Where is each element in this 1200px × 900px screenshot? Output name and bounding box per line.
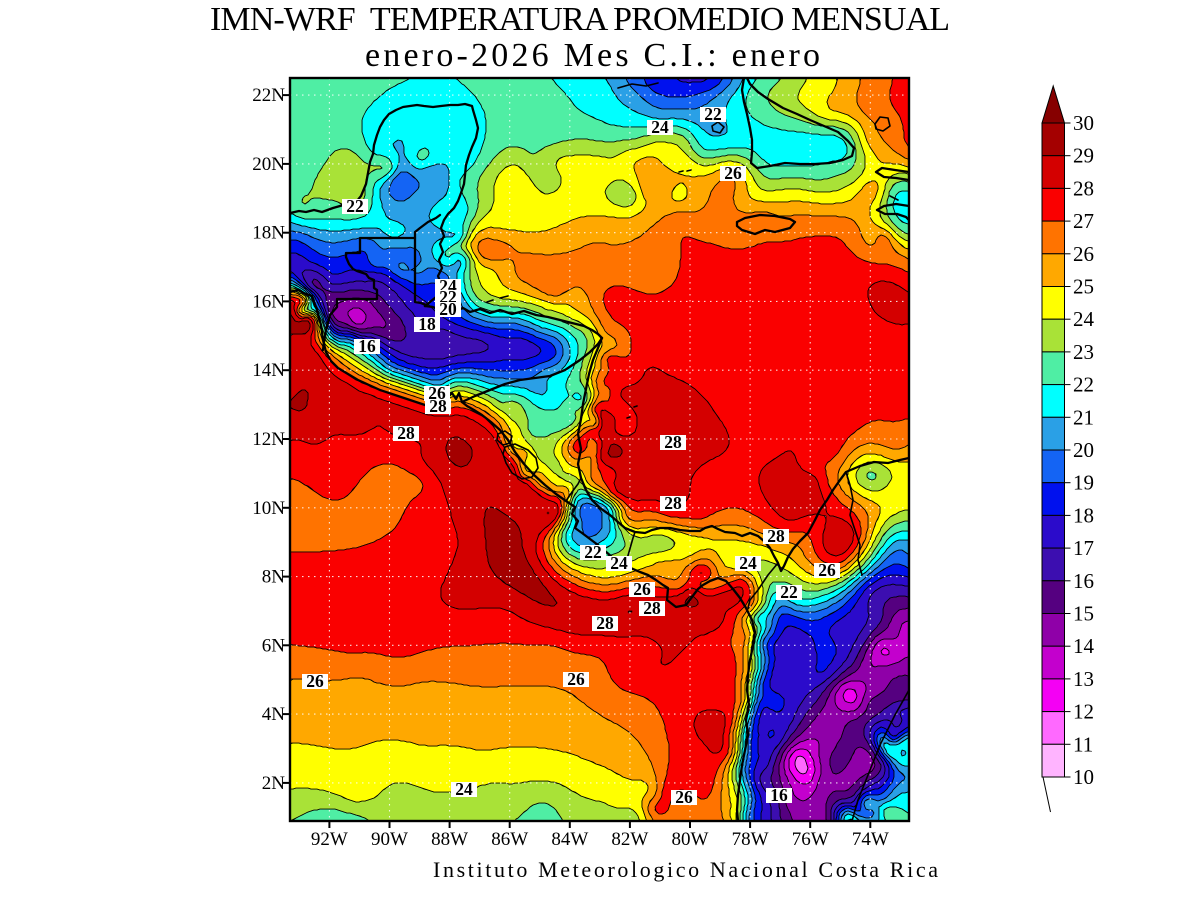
- svg-text:2N: 2N: [262, 773, 286, 794]
- svg-text:29: 29: [1073, 144, 1094, 168]
- svg-text:16: 16: [770, 785, 788, 805]
- svg-text:92W: 92W: [311, 829, 348, 850]
- svg-text:8N: 8N: [262, 567, 286, 588]
- svg-text:28: 28: [643, 598, 661, 618]
- svg-text:26: 26: [567, 669, 585, 689]
- svg-text:74W: 74W: [852, 829, 889, 850]
- svg-text:23: 23: [1073, 340, 1094, 364]
- svg-text:16N: 16N: [252, 291, 285, 312]
- svg-text:12: 12: [1073, 700, 1094, 724]
- svg-text:28: 28: [1073, 176, 1094, 200]
- svg-text:22: 22: [584, 542, 602, 562]
- svg-text:26: 26: [306, 671, 324, 691]
- svg-text:22: 22: [780, 582, 798, 602]
- svg-text:12N: 12N: [252, 429, 285, 450]
- svg-text:24: 24: [1073, 307, 1095, 331]
- svg-text:15: 15: [1073, 602, 1094, 626]
- svg-text:16: 16: [1073, 569, 1094, 593]
- svg-text:26: 26: [724, 163, 742, 183]
- svg-text:24: 24: [651, 117, 669, 137]
- svg-text:20: 20: [439, 299, 457, 319]
- svg-text:10N: 10N: [252, 498, 285, 519]
- svg-text:24: 24: [610, 553, 628, 573]
- svg-text:16: 16: [358, 336, 376, 356]
- svg-text:21: 21: [1073, 405, 1094, 429]
- svg-text:18N: 18N: [252, 223, 285, 244]
- svg-text:22: 22: [346, 196, 364, 216]
- svg-text:enero-2026 Mes C.I.: enero: enero-2026 Mes C.I.: enero: [365, 37, 820, 74]
- svg-text:4N: 4N: [262, 704, 286, 725]
- svg-text:84W: 84W: [551, 829, 588, 850]
- svg-text:78W: 78W: [732, 829, 769, 850]
- svg-text:17: 17: [1073, 536, 1094, 560]
- svg-text:18: 18: [418, 314, 436, 334]
- svg-text:18: 18: [1073, 503, 1094, 527]
- svg-text:28: 28: [596, 613, 614, 633]
- svg-text:28: 28: [397, 423, 415, 443]
- svg-text:13: 13: [1073, 667, 1094, 691]
- svg-text:24: 24: [455, 779, 473, 799]
- svg-text:80W: 80W: [672, 829, 709, 850]
- svg-text:76W: 76W: [792, 829, 829, 850]
- svg-text:6N: 6N: [262, 635, 286, 656]
- svg-text:25: 25: [1073, 275, 1094, 299]
- svg-text:26: 26: [675, 787, 693, 807]
- svg-text:86W: 86W: [491, 829, 528, 850]
- svg-text:88W: 88W: [431, 829, 468, 850]
- svg-text:10: 10: [1073, 765, 1094, 789]
- svg-text:IMN-WRF TEMPERATURA PROMEDIO: IMN-WRF TEMPERATURA PROMEDIO MENSUAL: [210, 1, 950, 38]
- svg-text:20N: 20N: [252, 154, 285, 175]
- svg-text:28: 28: [664, 493, 682, 513]
- svg-text:19: 19: [1073, 471, 1094, 495]
- svg-text:90W: 90W: [371, 829, 408, 850]
- svg-text:22: 22: [1073, 373, 1094, 397]
- svg-text:30: 30: [1073, 111, 1094, 135]
- svg-text:82W: 82W: [611, 829, 648, 850]
- svg-text:11: 11: [1073, 732, 1093, 756]
- svg-text:22: 22: [704, 104, 722, 124]
- svg-text:14N: 14N: [252, 360, 285, 381]
- svg-text:14: 14: [1073, 634, 1095, 658]
- svg-text:20: 20: [1073, 438, 1094, 462]
- svg-text:28: 28: [429, 396, 447, 416]
- svg-text:24: 24: [739, 553, 757, 573]
- svg-text:26: 26: [1073, 242, 1094, 266]
- svg-text:26: 26: [428, 383, 446, 403]
- svg-text:27: 27: [1073, 209, 1094, 233]
- svg-text:26: 26: [633, 579, 651, 599]
- svg-text:28: 28: [767, 526, 785, 546]
- svg-text:22N: 22N: [252, 85, 285, 106]
- svg-text:26: 26: [818, 560, 836, 580]
- svg-text:28: 28: [664, 432, 682, 452]
